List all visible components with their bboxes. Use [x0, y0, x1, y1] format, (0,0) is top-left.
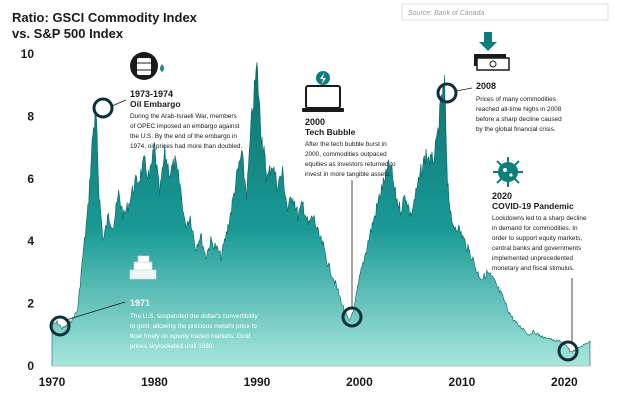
annotation-1973: 1973-1974 Oil Embargo During the Arab-Is… — [130, 52, 242, 150]
marker-1971 — [49, 315, 71, 337]
gold-bars-icon — [129, 255, 157, 280]
y-tick-label: 0 — [27, 359, 34, 373]
chart-title: Ratio: GSCI Commodity Index — [12, 10, 198, 25]
annotation-1971-line-2: to gold, allowing the precious metal's p… — [130, 323, 257, 330]
y-tick-label: 6 — [27, 172, 34, 186]
annotation-1973-line-2: of OPEC imposed an embargo against — [130, 123, 240, 130]
y-tick-label: 8 — [27, 109, 34, 123]
y-tick-label: 4 — [27, 234, 34, 248]
annotation-1973-line-1: During the Arab-Israeli War, members — [130, 113, 237, 120]
laptop-icon — [302, 71, 344, 112]
y-tick-label: 2 — [27, 297, 34, 311]
commodity-ratio-area — [51, 62, 591, 367]
y-tick-label: 10 — [21, 47, 35, 61]
falling-money-icon — [474, 32, 510, 71]
source-box — [401, 3, 609, 21]
annotation-1973-line-4: 1974, oil prices had more than doubled. — [130, 143, 242, 150]
annotation-1973-heading: Oil Embargo — [130, 99, 181, 109]
annotation-2020-line-1: Lockdowns led to a sharp decline — [492, 215, 587, 222]
annotation-2008-line-3: before a sharp decline caused — [476, 116, 562, 123]
chart-subtitle: vs. S&P 500 Index — [12, 26, 124, 41]
annotation-2000-line-3: equities as investors returned to — [305, 161, 396, 168]
x-tick-label: 1990 — [244, 375, 271, 389]
x-tick-label: 1980 — [141, 375, 168, 389]
x-tick-label: 2020 — [551, 375, 578, 389]
annotation-1971-line-1: The U.S. suspended the dollar's converti… — [130, 313, 258, 320]
annotation-2000: 2000 Tech Bubble After the tech bubble b… — [302, 71, 396, 178]
annotation-2000-line-4: invest in more tangible assets. — [305, 171, 391, 178]
annotation-2020-line-3: order to support equity markets, — [492, 235, 582, 242]
connector-1971 — [65, 301, 126, 321]
event-markers — [49, 82, 579, 362]
connector-2008 — [455, 87, 473, 92]
annotation-1971-line-3: float freely on openly traded markets. G… — [130, 333, 251, 340]
annotation-2020-line-4: central banks and governments — [492, 245, 581, 252]
x-axis: 1970 1980 1990 2000 2010 2020 — [39, 375, 578, 389]
oil-barrel-icon — [130, 52, 164, 80]
annotation-2020-year: 2020 — [492, 191, 512, 201]
annotation-2020: 2020 COVID-19 Pandemic Lockdowns led to … — [492, 157, 587, 272]
annotation-1971-line-4: prices skyrocketed until 1980. — [130, 343, 214, 350]
x-tick-label: 2010 — [449, 375, 476, 389]
annotation-2008-line-2: reached all-time highs in 2008 — [476, 106, 562, 113]
source-text: Source: Bank of Canada — [408, 10, 484, 17]
annotation-1973-line-3: the U.S. By the end of the embargo in — [130, 133, 237, 140]
y-axis: 0 2 4 6 8 10 — [21, 47, 35, 373]
marker-2020 — [557, 340, 579, 362]
annotation-2008-year: 2008 — [476, 81, 496, 91]
connector-1974 — [111, 99, 127, 107]
annotation-2008-line-4: by the global financial crisis. — [476, 126, 556, 133]
annotation-2008: 2008 Prices of many commodities reached … — [474, 32, 562, 133]
annotation-2000-heading: Tech Bubble — [305, 127, 356, 137]
annotation-2000-line-2: 2000, commodities outpaced — [305, 151, 387, 158]
connector-lines — [65, 87, 573, 342]
annotation-2020-line-6: monetary and fiscal stimulus. — [492, 265, 575, 272]
virus-icon — [493, 157, 523, 187]
annotation-2020-heading: COVID-19 Pandemic — [492, 201, 574, 211]
annotation-1973-year: 1973-1974 — [130, 89, 173, 99]
annotation-1971: 1971 The U.S. suspended the dollar's con… — [129, 255, 258, 350]
annotation-2000-line-1: After the tech bubble burst in — [305, 141, 387, 148]
x-tick-label: 1970 — [39, 375, 66, 389]
annotation-2020-line-2: in demand for commodities. In — [492, 225, 578, 232]
marker-2008 — [436, 82, 458, 104]
annotation-1971-year: 1971 — [130, 298, 150, 308]
annotation-2020-line-5: implemented unprecedented — [492, 255, 573, 262]
marker-1974 — [92, 97, 114, 119]
x-tick-label: 2000 — [346, 375, 373, 389]
annotation-2000-year: 2000 — [305, 117, 325, 127]
annotation-2008-line-1: Prices of many commodities — [476, 96, 556, 103]
